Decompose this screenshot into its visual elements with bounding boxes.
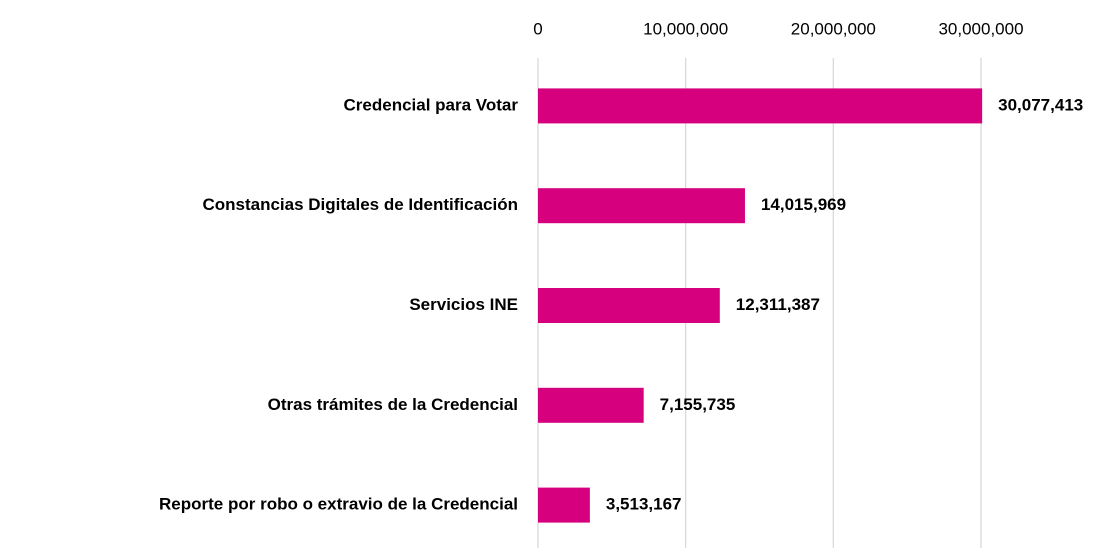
data-label: 3,513,167 — [606, 495, 682, 514]
y-tick-label: Otras trámites de la Credencial — [268, 395, 518, 414]
bar — [538, 188, 745, 224]
data-label: 14,015,969 — [761, 195, 846, 214]
data-label: 30,077,413 — [998, 95, 1083, 114]
bar — [538, 487, 590, 523]
data-label: 12,311,387 — [736, 295, 820, 314]
bar — [538, 88, 983, 124]
x-tick-label: 30,000,000 — [938, 19, 1023, 38]
y-tick-label: Constancias Digitales de Identificación — [202, 195, 518, 214]
bar — [538, 387, 644, 423]
bar — [538, 288, 720, 323]
y-tick-label: Reporte por robo o extravio de la Creden… — [159, 495, 518, 514]
y-tick-label: Credencial para Votar — [344, 95, 519, 114]
x-tick-label: 0 — [533, 19, 542, 38]
data-label: 7,155,735 — [660, 395, 736, 414]
x-tick-label: 10,000,000 — [643, 19, 728, 38]
y-tick-label: Servicios INE — [409, 295, 518, 314]
x-tick-label: 20,000,000 — [791, 19, 876, 38]
